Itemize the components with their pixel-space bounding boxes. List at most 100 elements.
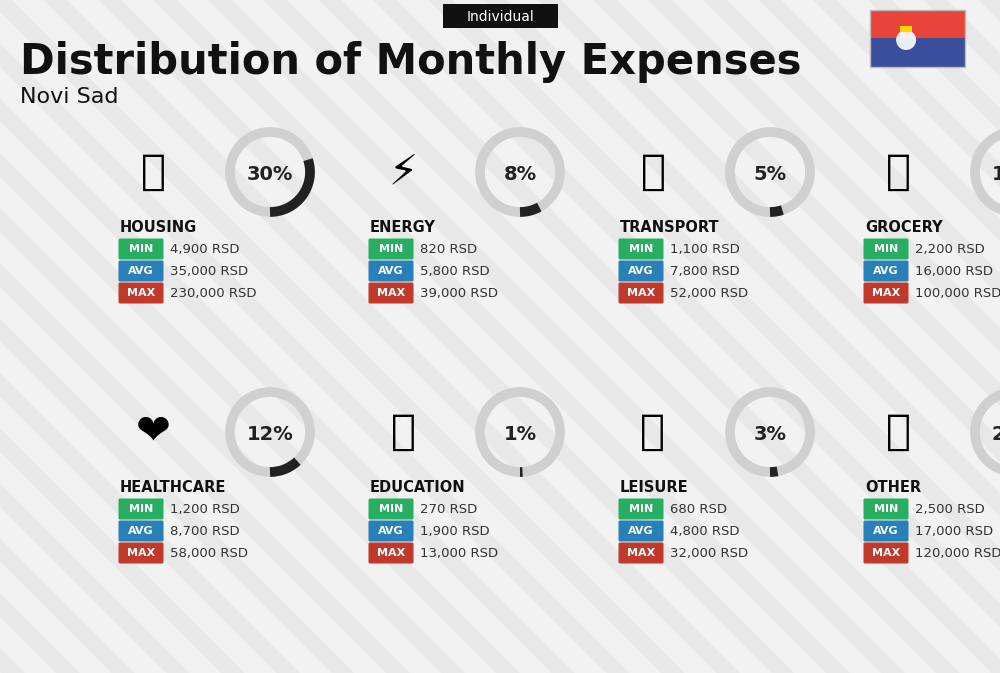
FancyBboxPatch shape [618,238,664,260]
FancyBboxPatch shape [368,499,414,520]
Text: 58,000 RSD: 58,000 RSD [170,547,248,560]
Text: EDUCATION: EDUCATION [370,479,466,495]
Text: 820 RSD: 820 RSD [420,243,477,256]
Text: 100,000 RSD: 100,000 RSD [915,287,1000,300]
Text: 🛍️: 🛍️ [640,411,666,453]
Text: 120,000 RSD: 120,000 RSD [915,547,1000,560]
Text: 32,000 RSD: 32,000 RSD [670,547,748,560]
Text: MAX: MAX [872,548,900,559]
Text: 8%: 8% [503,164,537,184]
FancyBboxPatch shape [864,499,908,520]
Text: 2,200 RSD: 2,200 RSD [915,243,985,256]
Text: 🎓: 🎓 [390,411,416,453]
Text: MIN: MIN [874,244,898,254]
FancyBboxPatch shape [119,283,164,304]
FancyBboxPatch shape [618,499,664,520]
Text: 2,500 RSD: 2,500 RSD [915,503,985,516]
Text: MIN: MIN [379,244,403,254]
Text: AVG: AVG [873,526,899,536]
Text: HOUSING: HOUSING [120,219,197,234]
Text: MIN: MIN [129,505,153,514]
Text: MAX: MAX [127,548,155,559]
Text: 39,000 RSD: 39,000 RSD [420,287,498,300]
FancyBboxPatch shape [368,238,414,260]
Text: MIN: MIN [874,505,898,514]
Text: 19%: 19% [992,164,1000,184]
Text: 35,000 RSD: 35,000 RSD [170,265,248,278]
Circle shape [896,30,916,50]
FancyBboxPatch shape [618,283,664,304]
Text: 4,900 RSD: 4,900 RSD [170,243,240,256]
Text: 1%: 1% [503,425,537,444]
Text: 4,800 RSD: 4,800 RSD [670,525,740,538]
FancyBboxPatch shape [119,520,164,542]
FancyBboxPatch shape [119,238,164,260]
Text: 12%: 12% [247,425,293,444]
FancyBboxPatch shape [870,9,965,38]
Text: AVG: AVG [378,526,404,536]
Text: AVG: AVG [128,526,154,536]
Text: 1,200 RSD: 1,200 RSD [170,503,240,516]
Text: MAX: MAX [627,548,655,559]
Text: ❤️: ❤️ [136,411,170,453]
FancyBboxPatch shape [442,4,558,28]
FancyBboxPatch shape [864,542,908,563]
Text: MIN: MIN [379,505,403,514]
Text: AVG: AVG [128,267,154,277]
FancyBboxPatch shape [870,38,965,67]
Text: HEALTHCARE: HEALTHCARE [120,479,226,495]
Text: 3%: 3% [754,425,786,444]
Text: 👜: 👜 [886,411,910,453]
FancyBboxPatch shape [368,283,414,304]
Text: 1,900 RSD: 1,900 RSD [420,525,490,538]
Text: 230,000 RSD: 230,000 RSD [170,287,256,300]
FancyBboxPatch shape [618,520,664,542]
Text: 5%: 5% [753,164,787,184]
Text: Distribution of Monthly Expenses: Distribution of Monthly Expenses [20,41,802,83]
Text: 1,100 RSD: 1,100 RSD [670,243,740,256]
Text: MIN: MIN [629,244,653,254]
Text: MAX: MAX [377,548,405,559]
FancyBboxPatch shape [864,283,908,304]
FancyBboxPatch shape [368,520,414,542]
Text: MAX: MAX [127,289,155,299]
Text: MAX: MAX [872,289,900,299]
Text: Novi Sad: Novi Sad [20,87,119,107]
Text: MAX: MAX [627,289,655,299]
Text: AVG: AVG [628,526,654,536]
Text: 8,700 RSD: 8,700 RSD [170,525,240,538]
FancyBboxPatch shape [119,542,164,563]
Text: ⚡: ⚡ [388,151,418,193]
FancyBboxPatch shape [618,260,664,281]
FancyBboxPatch shape [864,260,908,281]
Text: AVG: AVG [873,267,899,277]
Text: 270 RSD: 270 RSD [420,503,477,516]
Text: 30%: 30% [247,164,293,184]
Text: 52,000 RSD: 52,000 RSD [670,287,748,300]
FancyBboxPatch shape [864,520,908,542]
Text: Individual: Individual [466,10,534,24]
FancyBboxPatch shape [368,260,414,281]
Text: 21%: 21% [992,425,1000,444]
Text: MIN: MIN [629,505,653,514]
Text: LEISURE: LEISURE [620,479,689,495]
Text: GROCERY: GROCERY [865,219,943,234]
FancyBboxPatch shape [864,238,908,260]
Text: MAX: MAX [377,289,405,299]
Text: TRANSPORT: TRANSPORT [620,219,720,234]
Text: 🏢: 🏢 [140,151,166,193]
Text: 17,000 RSD: 17,000 RSD [915,525,993,538]
Text: 16,000 RSD: 16,000 RSD [915,265,993,278]
FancyBboxPatch shape [900,26,912,32]
FancyBboxPatch shape [618,542,664,563]
Text: AVG: AVG [628,267,654,277]
Text: AVG: AVG [378,267,404,277]
Text: OTHER: OTHER [865,479,921,495]
Text: 🛒: 🛒 [886,151,910,193]
FancyBboxPatch shape [119,260,164,281]
Text: 680 RSD: 680 RSD [670,503,727,516]
Text: 13,000 RSD: 13,000 RSD [420,547,498,560]
FancyBboxPatch shape [368,542,414,563]
Text: MIN: MIN [129,244,153,254]
Text: 🚌: 🚌 [640,151,666,193]
